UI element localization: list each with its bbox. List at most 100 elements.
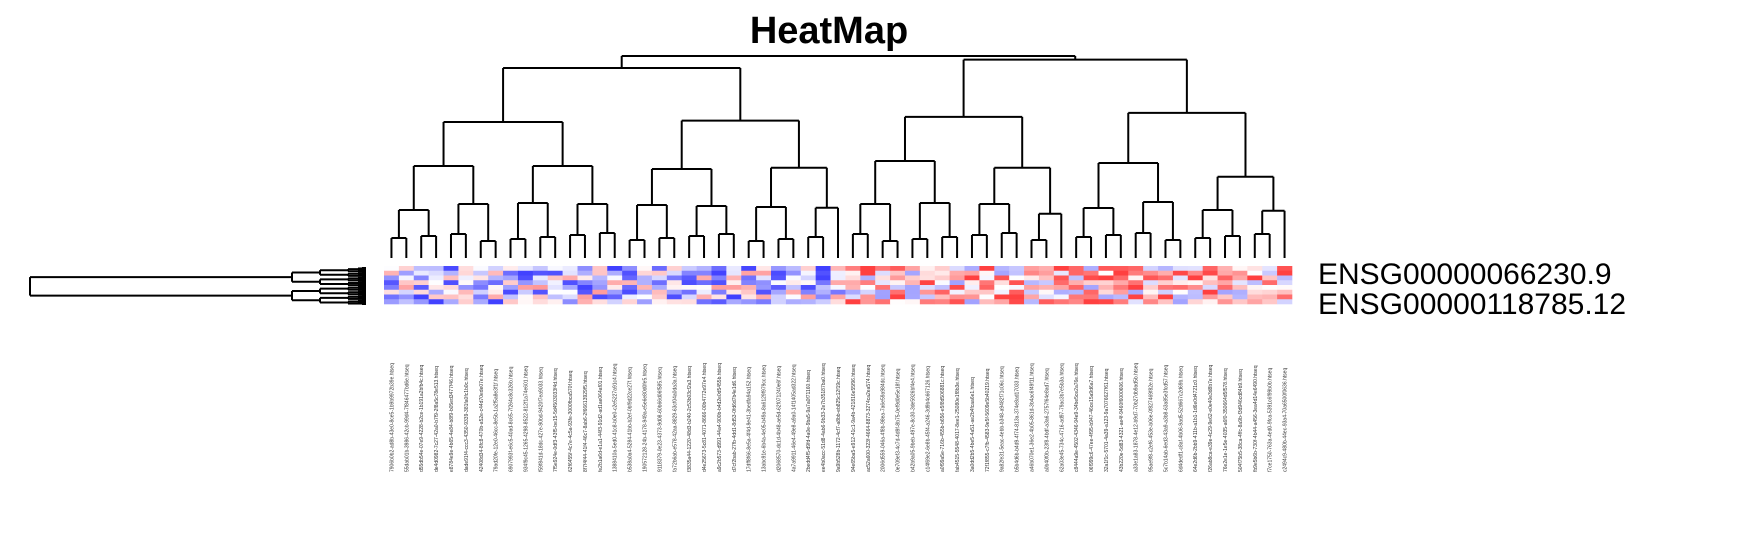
heatmap-cell [1143,285,1159,291]
heatmap-cell [696,299,712,305]
column-label: 76e2e1e-1e5e-4035-a6f0-350664d5f578.htse… [1223,368,1229,472]
heatmap-cell [681,289,697,295]
heatmap-cell [1277,270,1293,276]
heatmap-cell [1232,285,1248,291]
heatmap-cell [1113,299,1129,305]
heatmap-cell [994,299,1010,305]
heatmap-cell [904,280,921,286]
column-label: 32a1f1c-5701-4a39-a123-9a7076627f61.htse… [1104,368,1110,472]
heatmap-cell [532,280,549,286]
heatmap-cell [1009,294,1025,300]
heatmap-cell [488,266,504,272]
heatmap-cell [681,294,697,300]
heatmap-cell [860,285,876,291]
heatmap-cell [532,266,549,272]
heatmap-cell [904,266,921,272]
heatmap-cell [681,270,697,276]
heatmap-cell [428,294,444,300]
heatmap-cell [860,299,876,305]
heatmap-cell [1262,275,1278,281]
heatmap-cell [934,285,950,291]
heatmap-cell [919,275,936,281]
heatmap-cell [622,285,638,291]
heatmap-cell [934,266,950,272]
heatmap-cell [875,294,891,300]
heatmap-cell [756,280,772,286]
heatmap-cell [875,275,891,281]
heatmap-cell [428,275,444,281]
heatmap-cell [1158,299,1174,305]
row-labels: ENSG00000066230.9 ENSG00000118785.12 [1318,258,1626,321]
heatmap-cell [607,266,623,272]
heatmap-cell [845,275,861,281]
heatmap-cell [473,280,489,286]
heatmap-cell [1024,280,1040,286]
heatmap-cell [875,280,891,286]
heatmap-cell [1172,294,1189,300]
heatmap-cell [1009,285,1025,291]
heatmap-cell [473,299,489,305]
column-dendrogram [390,55,1286,258]
heatmap-cell [904,299,921,305]
heatmap-cell [919,289,936,295]
heatmap-cell [503,289,519,295]
heatmap-cell [830,299,846,305]
heatmap-cell [890,294,906,300]
heatmap-cell [622,266,638,272]
row-dendrogram [29,267,366,305]
heatmap-cell [1187,299,1203,305]
heatmap-cell [771,270,787,276]
heatmap-cell [577,266,593,272]
heatmap-cell [1083,289,1099,295]
heatmap-cell [934,299,950,305]
heatmap-cell [622,275,638,281]
column-label: c8444a9e-4502-4346-94e9-34be5ce2a76e.hts… [1074,363,1080,472]
heatmap-cell [979,285,995,291]
heatmap-cell [398,270,415,276]
heatmap-cell [1232,266,1248,272]
heatmap-cell [979,294,995,300]
heatmap-cell [1172,266,1189,272]
heatmap-cell [428,289,444,295]
heatmap-cell [398,280,415,286]
column-label: c14f69e2-6e8b-45f4-a246-3d9b4c667126.hts… [925,366,931,472]
heatmap-cell [1202,270,1218,276]
heatmap-cell [384,275,400,281]
heatmap-cell [1247,275,1263,281]
column-label: f26ab8ca-e39e-4c29-9e62-e0e40e3d8b7e.hts… [1208,364,1214,472]
heatmap-cell [1128,299,1144,305]
column-label: 190572128-24b-4178-949a-e5e6e80d0fe5.hts… [642,364,648,472]
column-label: fa72b6ab-e578-42aa-8829-63cf04a0da3a.hts… [672,366,678,472]
heatmap-cell [1053,294,1070,300]
heatmap-cell [994,294,1010,300]
heatmap-cell [875,299,891,305]
heatmap-cell [890,299,906,305]
heatmap-cell [443,285,459,291]
heatmap-cell [428,299,444,305]
heatmap-cell [517,289,534,295]
heatmap-cell [503,275,519,281]
heatmap-cell [771,294,787,300]
heatmap-cell [1172,270,1189,276]
heatmap-cell [384,270,400,276]
heatmap-cell [637,266,653,272]
heatmap-cell [949,299,965,305]
heatmap-cell [532,285,549,291]
heatmap-cell [830,266,846,272]
heatmap-cell [919,285,936,291]
heatmap-cell [726,285,742,291]
heatmap-cell [1262,294,1278,300]
heatmap-cell [875,289,891,295]
heatmap-cell [1232,294,1248,300]
column-label: a0f99a5e-716b-455b-b656-e5f8d506881c.hts… [940,366,946,472]
heatmap-cell [1262,270,1278,276]
heatmap-cells [384,266,1293,305]
heatmap-cell [919,266,936,272]
heatmap-cell [488,294,504,300]
heatmap-cell [666,285,683,291]
heatmap-cell [1277,285,1293,291]
column-label: 0e709ef3-4c7d-4d9f-8b75-0ef9d0e5e18f.hts… [896,368,902,472]
column-label: dade91f4-ccc3-4350-9339-381fa0fc1b0c.hts… [464,368,470,472]
heatmap-cell [443,266,459,272]
heatmap-cell [413,289,429,295]
